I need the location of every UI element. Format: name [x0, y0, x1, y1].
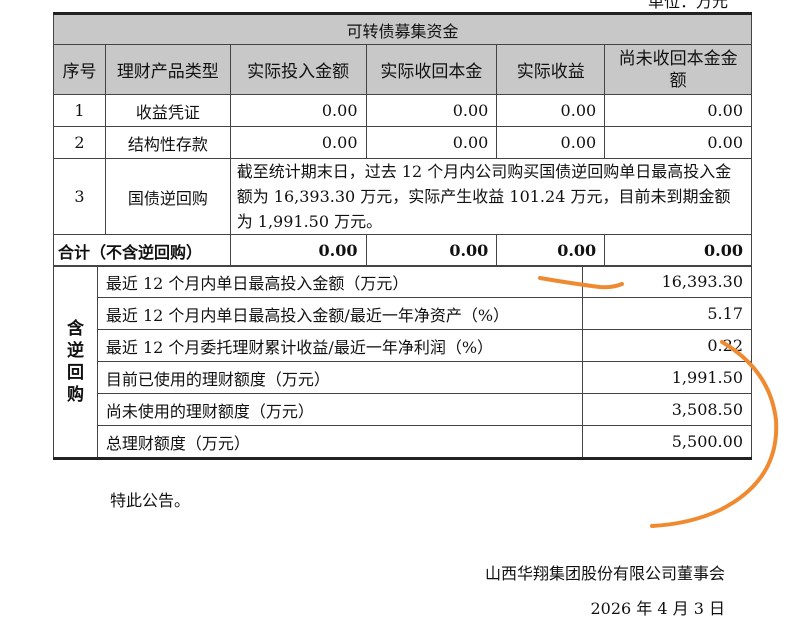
- summary-label: 最近 12 个月内单日最高投入金额/最近一年净资产（%）: [96, 297, 584, 330]
- summary-value: 16,393.30: [582, 265, 752, 298]
- header-cell: 实际收益: [496, 44, 606, 95]
- total-row: 合计（不含逆回购） 0.00 0.00 0.00 0.00: [53, 234, 752, 267]
- cell-invested: 0.00: [229, 126, 367, 159]
- summary-label: 最近 12 个月委托理财累计收益/最近一年净利润（%）: [96, 329, 584, 362]
- summary-value: 3,508.50: [582, 393, 752, 426]
- cell-type: 收益凭证: [104, 94, 231, 127]
- date: 2026 年 4 月 3 日: [590, 599, 725, 618]
- signature: 山西华翔集团股份有限公司董事会: [484, 564, 725, 583]
- table-title: 可转债募集资金: [53, 13, 752, 45]
- cell-income: 0.00: [496, 126, 606, 159]
- cell-recovered: 0.00: [365, 126, 498, 159]
- cell-recovered: 0.00: [365, 94, 498, 127]
- summary-value: 1,991.50: [582, 361, 752, 394]
- closing-text: 特此公告。: [110, 491, 191, 510]
- summary-value: 5,500.00: [582, 425, 752, 459]
- header-cell: 尚未收回本金金额: [604, 44, 752, 95]
- summary-value: 5.17: [582, 297, 752, 330]
- total-recovered: 0.00: [365, 234, 498, 267]
- summary-value: 0.22: [582, 329, 752, 362]
- summary-table: 含逆回购 最近 12 个月内单日最高投入金额（万元） 16,393.30 最近 …: [53, 265, 752, 460]
- cell-income: 0.00: [496, 94, 606, 127]
- summary-row: 目前已使用的理财额度（万元） 1,991.50: [54, 361, 752, 394]
- cell-type: 结构性存款: [104, 126, 231, 159]
- cell-invested: 0.00: [229, 94, 367, 127]
- table-row: 3 国债逆回购 截至统计期末日，过去 12 个月内公司购买国债逆回购单日最高投入…: [53, 158, 753, 235]
- summary-row: 尚未使用的理财额度（万元） 3,508.50: [54, 393, 752, 426]
- cell-no: 1: [53, 94, 106, 127]
- table-row: 1 收益凭证 0.00 0.00 0.00 0.00: [53, 94, 752, 127]
- total-invested: 0.00: [229, 234, 367, 267]
- summary-row: 总理财额度（万元） 5,500.00: [54, 425, 752, 459]
- summary-row: 最近 12 个月委托理财累计收益/最近一年净利润（%） 0.22: [54, 329, 752, 362]
- header-cell: 实际投入金额: [229, 44, 367, 95]
- header-cell: 实际收回本金: [365, 44, 498, 95]
- total-label: 合计（不含逆回购）: [53, 234, 231, 267]
- total-outstanding: 0.00: [604, 234, 752, 267]
- group-label: 含逆回购: [53, 265, 98, 459]
- header-cell: 序号: [53, 44, 106, 95]
- cell-outstanding: 0.00: [604, 94, 752, 127]
- summary-row: 最近 12 个月内单日最高投入金额/最近一年净资产（%） 5.17: [54, 297, 752, 330]
- cell-note: 截至统计期末日，过去 12 个月内公司购买国债逆回购单日最高投入金额为 16,3…: [229, 158, 753, 235]
- total-income: 0.00: [496, 234, 606, 267]
- cell-no: 3: [53, 158, 106, 235]
- summary-label: 最近 12 个月内单日最高投入金额（万元）: [96, 265, 584, 298]
- summary-row: 含逆回购 最近 12 个月内单日最高投入金额（万元） 16,393.30: [53, 265, 752, 459]
- header-cell: 理财产品类型: [104, 44, 231, 95]
- cell-type: 国债逆回购: [104, 158, 231, 235]
- cell-no: 2: [53, 126, 106, 159]
- table-row: 2 结构性存款 0.00 0.00 0.00 0.00: [53, 126, 752, 159]
- unit-label: 单位：万元: [647, 0, 728, 11]
- summary-label: 总理财额度（万元）: [96, 425, 584, 459]
- summary-label: 目前已使用的理财额度（万元）: [96, 361, 584, 394]
- funds-table: 可转债募集资金 序号 理财产品类型 实际投入金额 实际收回本金 实际收益 尚未收…: [53, 12, 753, 267]
- summary-label: 尚未使用的理财额度（万元）: [96, 393, 584, 426]
- cell-outstanding: 0.00: [604, 126, 752, 159]
